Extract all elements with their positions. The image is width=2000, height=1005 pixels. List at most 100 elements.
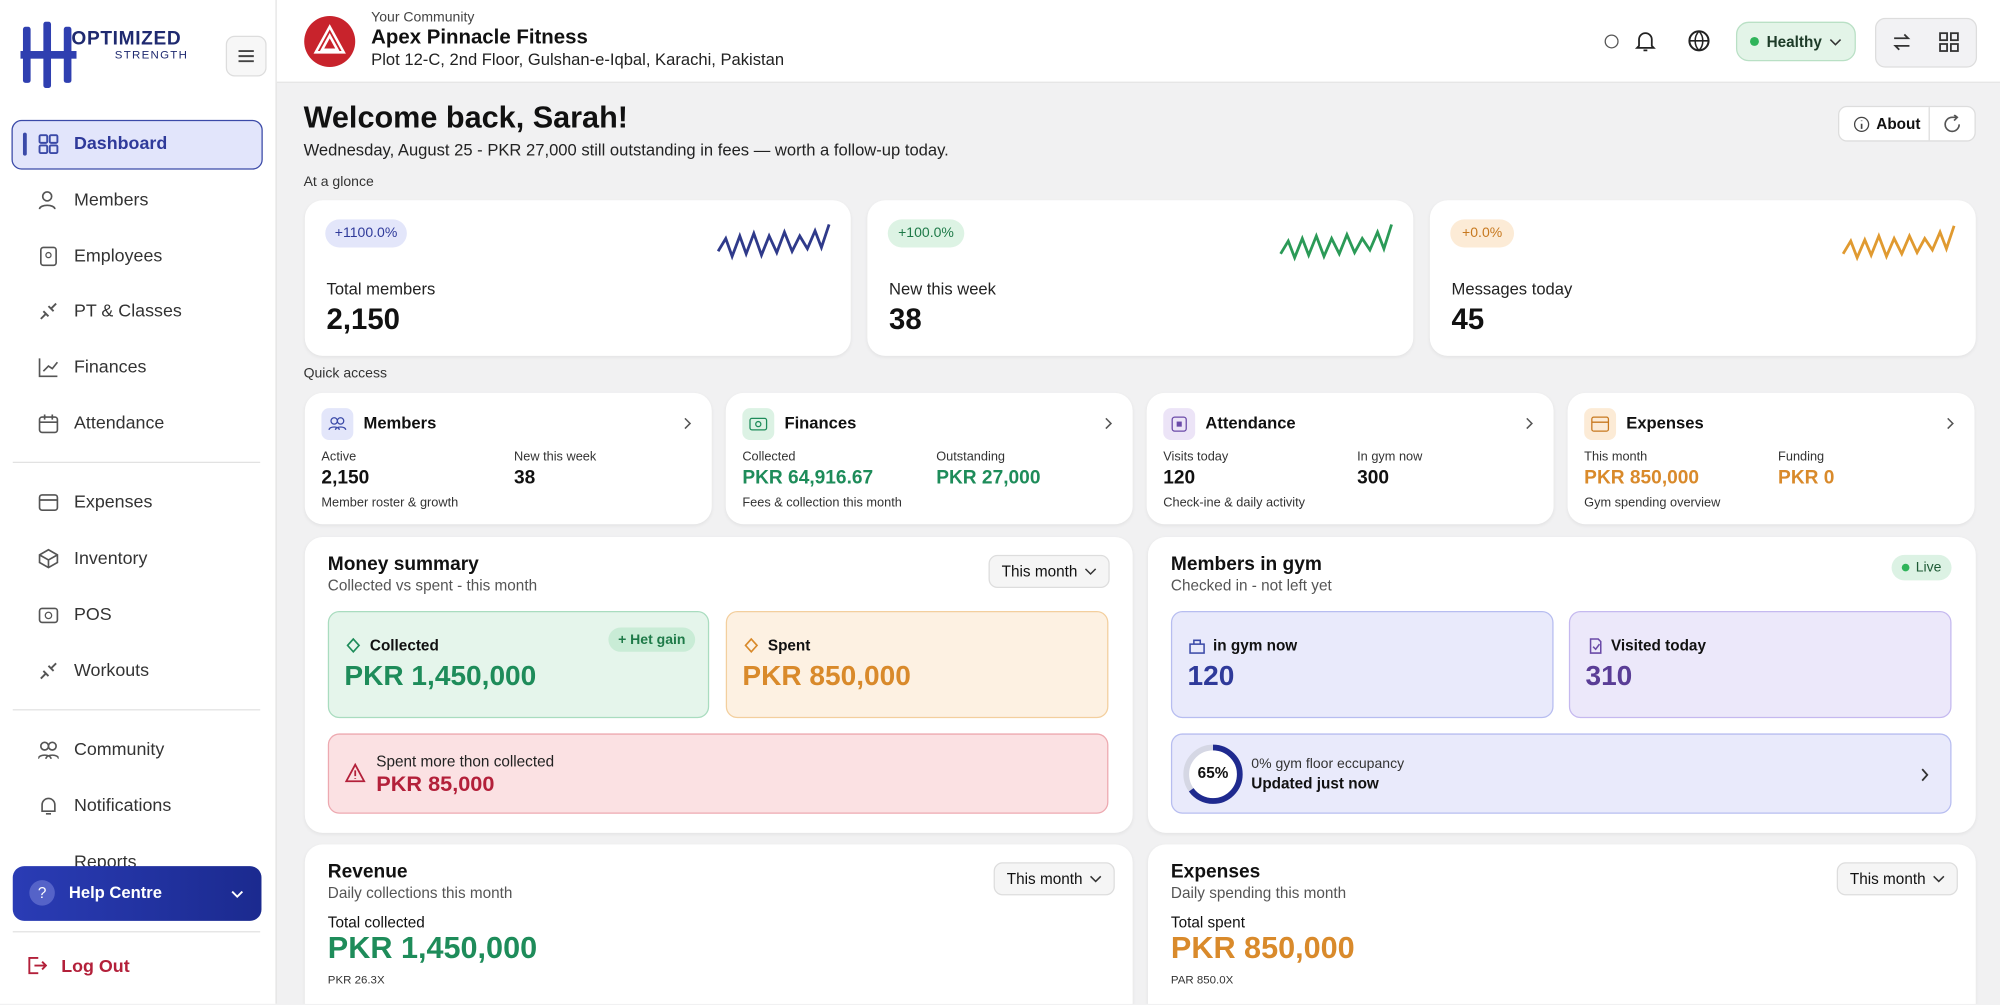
quick-label: Active [321, 450, 357, 465]
period-filter[interactable]: This month [1836, 862, 1958, 896]
quick-value: PKR 850,000 [1584, 466, 1700, 489]
nav-icon [38, 494, 59, 512]
occupancy-percent: 65% [1197, 764, 1229, 782]
collected-value: PKR 1,450,000 [344, 659, 537, 692]
welcome-subtitle: Wednesday, August 25 - PKR 27,000 still … [303, 140, 949, 160]
gain-badge: + Het gain [608, 627, 696, 652]
brand-line2: STRENGTH [114, 48, 189, 62]
view-switcher [1874, 17, 1978, 68]
help-label[interactable]: Help Centre [68, 882, 162, 902]
community-address: Plot 12-C, 2nd Floor, Gulshan-e-Iqbal, K… [371, 49, 785, 69]
period-filter[interactable]: This month [988, 554, 1110, 589]
about-button[interactable]: About [1838, 105, 1976, 142]
stat-badge: +0.0% [1450, 219, 1515, 248]
period-filter[interactable]: This month [993, 862, 1115, 896]
quick-value: 120 [1163, 466, 1196, 489]
grid-icon[interactable] [1939, 32, 1959, 52]
menu-toggle[interactable] [225, 35, 267, 77]
alert-value: PKR 85,000 [376, 771, 495, 796]
quick-card[interactable]: Finances Collected PKR 64,916.67 Outstan… [725, 392, 1133, 525]
quick-icon [1584, 408, 1617, 441]
community-logo [304, 15, 356, 67]
status-pill[interactable]: Healthy [1735, 21, 1856, 62]
welcome-title: Welcome back, Sarah! [303, 100, 628, 136]
stat-value: 2,150 [326, 302, 400, 336]
stat-card: +100.0% New this week 38 [867, 200, 1414, 356]
panel-title: Money summary [327, 553, 479, 576]
quick-arrow [684, 417, 692, 430]
nav-icon [38, 414, 59, 434]
nav-item[interactable]: Dashboard [73, 132, 168, 154]
revenue-panel: Revenue Daily collections this month Thi… [304, 844, 1133, 1004]
total-value: PKR 850,000 [1170, 931, 1355, 966]
occupancy-updated: Updated just now [1251, 774, 1379, 793]
quick-value: 300 [1357, 466, 1390, 489]
quick-card[interactable]: Attendance Visits today 120 In gym now 3… [1146, 392, 1554, 525]
sparkline [1841, 225, 1956, 262]
status-indicator [1749, 36, 1759, 46]
nav-item[interactable]: Inventory [73, 547, 148, 568]
nav-icon [39, 246, 57, 267]
nav-icon [38, 134, 59, 155]
swap-icon[interactable] [1892, 32, 1912, 52]
panel-title: Revenue [327, 860, 408, 883]
quick-value: PKR 27,000 [936, 466, 1041, 489]
quick-desc: Gym spending overview [1584, 496, 1721, 511]
quick-arrow [1526, 417, 1533, 430]
stat-card: +0.0% Messages today 45 [1429, 200, 1976, 356]
brand-line1: OPTIMIZED [71, 28, 182, 50]
quick-icon [742, 408, 775, 441]
stat-badge: +1100.0% [325, 219, 407, 248]
in-gym-value: 120 [1187, 659, 1235, 692]
header [276, 0, 2000, 83]
spent-box: Spent PKR 850,000 [725, 610, 1109, 719]
filter-label[interactable]: This month [1849, 869, 1926, 888]
logout[interactable]: Log Out [61, 955, 130, 976]
quick-desc: Member roster & growth [321, 496, 459, 511]
nav-item[interactable]: Notifications [73, 794, 172, 816]
nav-item[interactable]: Members [73, 188, 149, 210]
nav-item[interactable]: POS [73, 603, 112, 624]
help-chevron [231, 890, 244, 899]
stat-label: Messages today [1451, 279, 1573, 299]
nav-icon [38, 607, 59, 624]
refresh-icon[interactable] [1943, 114, 1962, 134]
nav-item[interactable]: Expenses [73, 491, 153, 512]
quick-value: PKR 0 [1778, 466, 1835, 489]
nav-item[interactable]: PT & Classes [73, 299, 182, 321]
occupancy-text: 0% gym floor eccupancy [1251, 756, 1405, 772]
quick-label: Outstanding [936, 450, 1006, 465]
language-icon[interactable] [1687, 29, 1710, 52]
about-divider [1928, 107, 1930, 141]
community-label: Your Community [371, 10, 475, 26]
glance-label: At a glonce [303, 174, 374, 191]
quick-value: PKR 64,916.67 [742, 466, 874, 489]
nav-divider [12, 461, 261, 464]
nav-item[interactable]: Community [73, 738, 165, 759]
notifications-icon[interactable] [1634, 29, 1657, 52]
nav-item[interactable]: Workouts [73, 659, 150, 680]
members-in-gym-panel: Members in gym Checked in - not left yet… [1147, 536, 1976, 833]
quick-label: Funding [1778, 450, 1825, 465]
total-note: PKR 26.3X [327, 973, 385, 986]
quick-title: Finances [784, 413, 857, 433]
quick-card[interactable]: Expenses This month PKR 850,000 Funding … [1567, 392, 1975, 525]
nav-item[interactable]: Finances [73, 355, 147, 377]
filter-label[interactable]: This month [1001, 562, 1078, 581]
nav-item[interactable]: Employees [73, 244, 163, 266]
quick-label: Collected [742, 450, 796, 465]
in-gym-box: in gym now 120 [1170, 610, 1554, 719]
nav-icon [41, 797, 56, 815]
collected-label: Collected [369, 636, 439, 655]
visited-box: Visited today 310 [1568, 610, 1952, 719]
filter-label[interactable]: This month [1006, 869, 1083, 888]
occupancy-box[interactable]: 65% 0% gym floor eccupancy Updated just … [1170, 733, 1952, 814]
collected-box: Collected + Het gain PKR 1,450,000 [327, 610, 710, 719]
money-summary-panel: Money summary Collected vs spent - this … [304, 536, 1133, 833]
panel-title: Members in gym [1170, 553, 1322, 576]
quick-card[interactable]: Members Active 2,150 New this week 38 Me… [304, 392, 712, 525]
nav-item[interactable]: Attendance [73, 411, 165, 433]
nav-icon [38, 548, 59, 569]
about-label[interactable]: About [1876, 114, 1921, 133]
